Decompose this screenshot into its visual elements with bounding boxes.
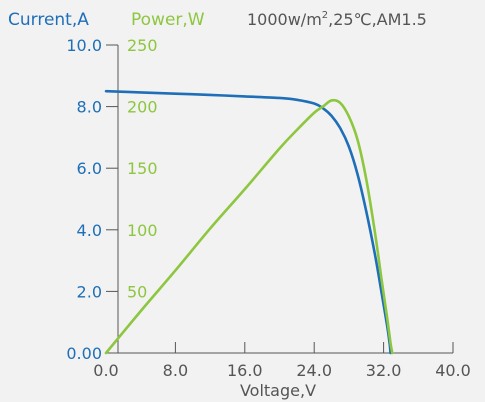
x-tick-label: 32.0	[366, 361, 402, 380]
conditions-suffix: ,25℃,AM1.5	[328, 10, 427, 29]
x-axis-title: Voltage,V	[240, 381, 316, 400]
x-tick-label: 16.0	[227, 361, 263, 380]
x-tick-label: 24.0	[296, 361, 332, 380]
y-right-tick-label: 100	[127, 221, 158, 240]
conditions-superscript: 2	[322, 10, 328, 21]
y-right-tick-label: 200	[127, 98, 158, 117]
x-tick-label: 40.0	[435, 361, 471, 380]
y-left-tick-label: 8.0	[77, 98, 102, 117]
x-tick-label: 0.0	[93, 361, 118, 380]
y-right-tick-label: 250	[127, 36, 158, 55]
chart-header: Current,A Power,W 1000w/m2,25℃,AM1.5	[8, 10, 427, 30]
series-group	[104, 89, 394, 355]
ticks-group: 0.0 8.0 16.0 24.0 32.0 40.0 0.00 2.0 4.0 6.0 8.0 10…	[66, 36, 470, 380]
y-left-tick-label: 10.0	[66, 36, 102, 55]
header-conditions: 1000w/m2,25℃,AM1.5	[247, 10, 427, 29]
y-left-tick-label: 4.0	[77, 221, 102, 240]
conditions-prefix: 1000w/m	[247, 10, 322, 29]
y-left-tick-label: 2.0	[77, 282, 102, 301]
current-series-line	[104, 89, 392, 355]
y-left-tick-label: 6.0	[77, 159, 102, 178]
y-right-tick-label: 150	[127, 159, 158, 178]
y-right-tick-label: 50	[127, 282, 147, 301]
header-power-label: Power,W	[131, 10, 205, 30]
x-tick-label: 8.0	[163, 361, 188, 380]
power-series-line	[104, 98, 394, 355]
header-current-label: Current,A	[8, 10, 89, 30]
axes-group	[106, 45, 453, 354]
y-left-tick-label: 0.00	[66, 344, 102, 363]
